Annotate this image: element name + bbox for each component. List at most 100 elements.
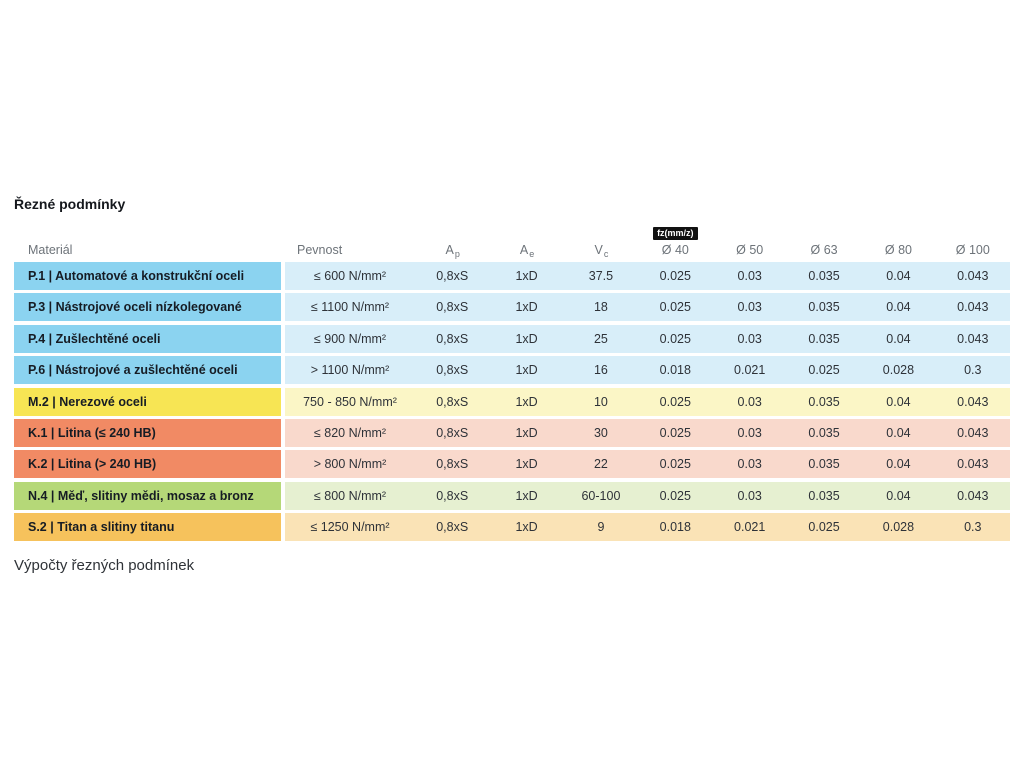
row-values: ≤ 1250 N/mm² 0,8xS 1xD 9 0.018 0.021 0.0…	[285, 513, 1010, 542]
material-label: P.1 | Automatové a konstrukční oceli	[28, 269, 245, 283]
cell-d80: 0.028	[882, 363, 915, 378]
cell-ae: 1xD	[515, 269, 538, 283]
row-values: ≤ 820 N/mm² 0,8xS 1xD 30 0.025 0.03 0.03…	[285, 418, 1010, 447]
cell-d40: 0.025	[659, 331, 691, 346]
cutting-conditions-table: Materiál Pevnost Ap Ae Vc fz(mm/z) Ø 40 …	[14, 224, 1010, 545]
cell-d40: 0.025	[659, 488, 691, 503]
material-label: K.1 | Litina (≤ 240 HB)	[28, 425, 156, 440]
material-label: S.2 | Titan a slitiny titanu	[28, 520, 175, 535]
cell-pevnost: ≤ 600 N/mm²	[313, 269, 387, 283]
table-body: P.1 | Automatové a konstrukční oceli ≤ 6…	[14, 262, 1010, 542]
cell-d50: 0.03	[737, 331, 762, 346]
row-values: > 1100 N/mm² 0,8xS 1xD 16 0.018 0.021 0.…	[285, 356, 1010, 385]
cell-d40: 0.018	[659, 520, 691, 535]
table-header-row: Materiál Pevnost Ap Ae Vc fz(mm/z) Ø 40 …	[14, 224, 1010, 262]
material-cell: S.2 | Titan a slitiny titanu	[14, 513, 281, 542]
material-cell: P.3 | Nástrojové oceli nízkolegované	[14, 293, 281, 322]
cell-pevnost: > 800 N/mm²	[313, 457, 387, 472]
header-material: Materiál	[28, 243, 73, 257]
header-d40: fz(mm/z) Ø 40	[638, 227, 712, 257]
cell-ae: 1xD	[515, 425, 538, 440]
cell-d40: 0.025	[659, 425, 691, 440]
row-values: ≤ 600 N/mm² 0,8xS 1xD 37.5 0.025 0.03 0.…	[285, 262, 1010, 290]
cell-ap: 0,8xS	[436, 520, 469, 535]
cell-pevnost: ≤ 800 N/mm²	[313, 488, 387, 503]
cell-ae: 1xD	[515, 520, 538, 535]
header-band: Pevnost Ap Ae Vc fz(mm/z) Ø 40 Ø 50 Ø 63…	[285, 227, 1010, 259]
cell-pevnost: ≤ 900 N/mm²	[313, 331, 387, 346]
cell-d100: 0.043	[957, 394, 989, 409]
cell-pevnost: ≤ 820 N/mm²	[313, 425, 387, 440]
cell-d100: 0.043	[957, 269, 989, 283]
cell-ae: 1xD	[515, 363, 538, 378]
cell-d63: 0.035	[808, 425, 840, 440]
cell-vc: 16	[593, 363, 608, 378]
cell-d100: 0.3	[964, 363, 982, 378]
cell-d40: 0.025	[659, 394, 691, 409]
header-d80: Ø 80	[884, 243, 912, 257]
row-values: 750 - 850 N/mm² 0,8xS 1xD 10 0.025 0.03 …	[285, 387, 1010, 416]
cell-d50: 0.03	[737, 457, 762, 472]
header-ae: Ae	[519, 243, 535, 259]
table-row: P.4 | Zušlechtěné oceli ≤ 900 N/mm² 0,8x…	[14, 324, 1010, 353]
cell-d63: 0.035	[808, 331, 840, 346]
header-pevnost: Pevnost	[297, 243, 343, 257]
cell-ae: 1xD	[515, 394, 538, 409]
material-cell: M.2 | Nerezové oceli	[14, 387, 281, 416]
table-row: P.6 | Nástrojové a zušlechtěné oceli > 1…	[14, 356, 1010, 385]
cell-d40: 0.025	[659, 269, 691, 283]
table-row: P.3 | Nástrojové oceli nízkolegované ≤ 1…	[14, 293, 1010, 322]
cell-d100: 0.043	[957, 331, 989, 346]
cell-pevnost: > 1100 N/mm²	[310, 363, 390, 378]
material-label: M.2 | Nerezové oceli	[28, 394, 147, 409]
table-row: K.2 | Litina (> 240 HB) > 800 N/mm² 0,8x…	[14, 450, 1010, 479]
material-cell: P.4 | Zušlechtěné oceli	[14, 324, 281, 353]
cell-d80: 0.04	[886, 331, 911, 346]
material-label: P.4 | Zušlechtěné oceli	[28, 331, 161, 346]
material-label: N.4 | Měď, slitiny mědi, mosaz a bronz	[28, 488, 254, 503]
cell-d50: 0.021	[734, 363, 766, 378]
cell-d50: 0.03	[737, 394, 762, 409]
cell-d63: 0.035	[808, 488, 840, 503]
cell-ap: 0,8xS	[436, 331, 469, 346]
table-row: S.2 | Titan a slitiny titanu ≤ 1250 N/mm…	[14, 513, 1010, 542]
cell-vc: 37.5	[588, 269, 614, 283]
cell-d50: 0.021	[734, 520, 766, 535]
cell-ap: 0,8xS	[436, 425, 469, 440]
cell-vc: 60-100	[581, 488, 621, 503]
material-label: K.2 | Litina (> 240 HB)	[28, 457, 157, 472]
cell-pevnost: ≤ 1250 N/mm²	[310, 520, 390, 535]
header-vc: Vc	[594, 243, 609, 259]
cell-ae: 1xD	[515, 457, 538, 472]
cell-d80: 0.04	[886, 300, 911, 315]
cell-pevnost: ≤ 1100 N/mm²	[310, 300, 390, 315]
cell-d50: 0.03	[737, 425, 762, 440]
cell-ae: 1xD	[515, 488, 538, 503]
cell-ap: 0,8xS	[436, 300, 469, 315]
cell-d80: 0.04	[886, 457, 911, 472]
cell-ap: 0,8xS	[436, 269, 469, 283]
cell-d40: 0.025	[659, 300, 691, 315]
header-d63: Ø 63	[810, 243, 838, 257]
row-values: ≤ 1100 N/mm² 0,8xS 1xD 18 0.025 0.03 0.0…	[285, 293, 1010, 322]
cell-d63: 0.035	[808, 300, 840, 315]
row-values: ≤ 900 N/mm² 0,8xS 1xD 25 0.025 0.03 0.03…	[285, 324, 1010, 353]
cell-d63: 0.035	[808, 457, 840, 472]
cell-d63: 0.025	[808, 520, 840, 535]
fz-badge: fz(mm/z)	[653, 227, 698, 240]
page-title: Řezné podmínky	[14, 196, 126, 212]
cell-d80: 0.04	[886, 269, 911, 283]
cell-d100: 0.043	[957, 425, 989, 440]
cell-d63: 0.025	[808, 363, 840, 378]
cell-ae: 1xD	[515, 331, 538, 346]
cell-ap: 0,8xS	[436, 394, 469, 409]
cell-d80: 0.04	[886, 394, 911, 409]
material-cell: N.4 | Měď, slitiny mědi, mosaz a bronz	[14, 481, 281, 510]
cell-vc: 10	[593, 394, 608, 409]
cell-vc: 9	[597, 520, 605, 535]
cell-d50: 0.03	[737, 488, 762, 503]
cell-pevnost: 750 - 850 N/mm²	[303, 394, 397, 409]
cell-vc: 30	[593, 425, 608, 440]
header-d50: Ø 50	[736, 243, 764, 257]
cell-d63: 0.035	[808, 269, 840, 283]
